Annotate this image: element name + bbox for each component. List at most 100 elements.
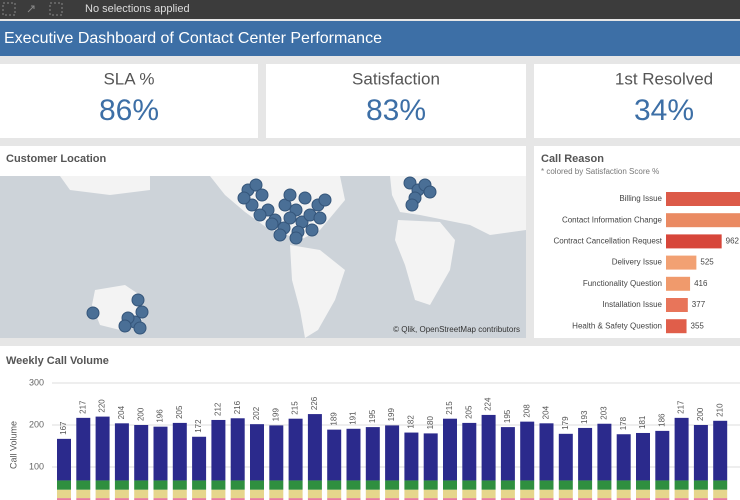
map[interactable]: © Qlik, OpenStreetMap contributors xyxy=(0,176,526,338)
bar-segment xyxy=(76,480,91,490)
bar-segment xyxy=(269,498,284,500)
tool-icon[interactable] xyxy=(27,5,35,13)
bar-segment xyxy=(211,498,226,500)
land xyxy=(60,176,150,195)
kpi-card[interactable] xyxy=(0,64,258,138)
bar-segment xyxy=(443,418,457,481)
tool-icon[interactable] xyxy=(2,2,16,16)
value-label: 377 xyxy=(692,300,706,309)
panel-title: Customer Location xyxy=(6,153,107,165)
bar-segment xyxy=(76,489,91,499)
y-tick-label: 300 xyxy=(29,377,44,387)
bar-segment xyxy=(693,425,708,481)
kpi-card[interactable] xyxy=(266,64,526,138)
category-label: Installation Issue xyxy=(602,300,662,309)
bar-segment xyxy=(713,498,728,500)
bar-segment xyxy=(597,489,612,499)
bar-segment xyxy=(404,489,419,499)
bar-segment xyxy=(558,480,573,490)
bar-segment xyxy=(269,489,284,499)
toolbar xyxy=(0,0,740,19)
kpi-label: 1st Resolved xyxy=(615,69,713,88)
category-label: Billing Issue xyxy=(619,194,662,203)
bar-segment xyxy=(346,489,361,499)
bar-segment xyxy=(365,427,380,481)
bar-segment xyxy=(481,480,496,490)
bar-segment xyxy=(597,480,612,490)
bar-segment xyxy=(211,480,226,490)
bar-segment xyxy=(114,423,129,481)
bar-segment xyxy=(95,480,110,490)
bar-segment xyxy=(134,480,149,490)
category-label: Contract Cancellation Request xyxy=(553,237,662,246)
location-marker xyxy=(283,188,297,202)
bar-segment xyxy=(153,498,168,500)
header-bar xyxy=(0,21,740,56)
bar-segment xyxy=(423,489,438,499)
kpi-label: Satisfaction xyxy=(352,69,440,88)
kpi-value: 83% xyxy=(366,94,426,127)
bar-segment xyxy=(385,489,400,499)
bar-segment xyxy=(192,498,207,500)
bar-segment xyxy=(230,489,245,499)
location-marker xyxy=(273,228,287,242)
bar-segment xyxy=(192,436,207,481)
bar-segment xyxy=(423,433,438,481)
total-label: 199 xyxy=(387,408,396,422)
bar-segment xyxy=(423,480,438,490)
tool-icon[interactable] xyxy=(49,2,63,16)
bar xyxy=(666,298,688,312)
bar-segment xyxy=(346,498,361,500)
bar-segment xyxy=(288,418,303,481)
bar xyxy=(666,192,740,206)
bar-segment xyxy=(172,422,187,481)
bar-segment xyxy=(76,417,91,481)
bar-segment xyxy=(578,489,593,499)
bar-segment xyxy=(211,489,226,499)
bar-segment xyxy=(481,489,496,499)
bar-segment xyxy=(539,423,554,481)
bar-segment xyxy=(172,498,187,500)
bar-segment xyxy=(250,498,264,500)
location-marker xyxy=(318,193,332,207)
location-marker xyxy=(313,211,327,225)
bar-segment xyxy=(500,427,515,481)
location-marker xyxy=(133,321,147,335)
kpi-label: SLA % xyxy=(103,69,154,88)
bar-segment xyxy=(520,480,535,490)
bar-segment xyxy=(713,420,728,481)
bar-segment xyxy=(636,432,650,481)
panel-subtitle: * colored by Satisfaction Score % xyxy=(541,167,659,176)
map-attribution: © Qlik, OpenStreetMap contributors xyxy=(393,325,520,334)
bar-segment xyxy=(114,489,129,499)
bar-segment xyxy=(500,480,515,490)
bar-segment xyxy=(693,480,708,490)
bar-segment xyxy=(172,480,187,490)
bar-segment xyxy=(288,498,303,500)
bar-segment xyxy=(713,489,728,499)
bar-segment xyxy=(250,480,264,490)
total-label: 178 xyxy=(619,416,628,430)
total-label: 200 xyxy=(136,407,145,421)
bar-segment xyxy=(616,489,631,499)
bar-segment xyxy=(443,489,457,499)
bar-segment xyxy=(327,480,342,490)
bar-segment xyxy=(558,433,573,481)
total-label: 167 xyxy=(59,421,68,435)
land xyxy=(395,220,455,305)
bar-segment xyxy=(443,480,457,490)
total-label: 181 xyxy=(638,415,647,429)
bar xyxy=(666,319,687,334)
bar-segment xyxy=(674,417,689,481)
panel-title: Weekly Call Volume xyxy=(6,355,109,367)
bar-segment xyxy=(327,489,342,499)
kpi-card[interactable] xyxy=(534,64,740,138)
location-marker xyxy=(423,185,437,199)
location-marker xyxy=(86,306,100,320)
category-label: Contact Information Change xyxy=(562,215,663,224)
bar-segment xyxy=(462,422,477,481)
bar-segment xyxy=(307,498,322,500)
total-label: 179 xyxy=(561,416,570,430)
location-marker xyxy=(131,293,145,307)
bar-segment xyxy=(462,489,477,499)
